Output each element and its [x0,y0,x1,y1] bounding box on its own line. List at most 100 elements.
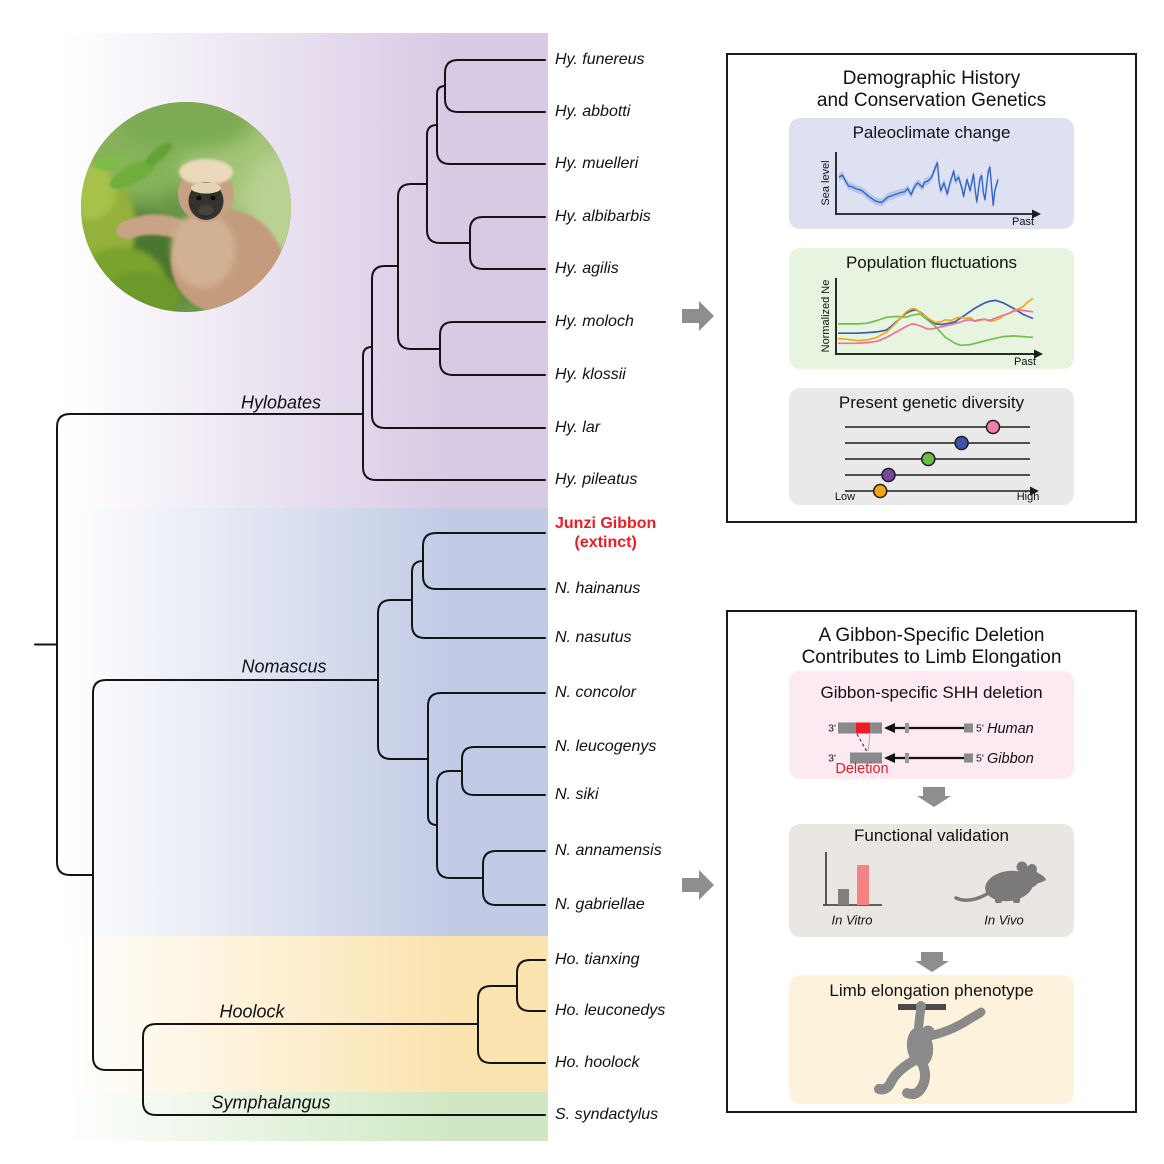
diversity-dot [921,451,936,467]
genus-label-nomascus: Nomascus [241,656,327,677]
diversity-dot [881,467,896,483]
human-five-prime-label: 5' [976,723,984,735]
tip-label-ho-leuconedys: Ho. leuconedys [555,1002,666,1019]
gibbon-five-prime-box [964,753,973,763]
in-vivo-label: In Vivo [984,912,1024,928]
tip-label-hy-agilis: Hy. agilis [555,260,619,277]
down-arrow-1 [917,787,951,807]
junzi-name: Junzi Gibbon [555,515,657,532]
tip-label-n-leucogenys: N. leucogenys [555,738,657,755]
tip-label-n-nasutus: N. nasutus [555,629,632,646]
deletion-label: Deletion [835,761,888,777]
human-three-prime-label: 3' [828,723,836,735]
tip-label-hy-moloch: Hy. moloch [555,313,634,330]
brachiating-gibbon-icon [874,1001,986,1099]
paleoclimate-card: Paleoclimate change Sea level Past [789,118,1074,229]
shh-card-title: Gibbon-specific SHH deletion [820,683,1043,702]
tip-label-hy-lar: Hy. lar [555,419,601,436]
human-five-prime-box [964,723,973,733]
tip-label-junzi-gibbon: Junzi Gibbon (extinct) [555,514,656,552]
phenotype-card-title: Limb elongation phenotype [829,981,1034,1000]
gibbon-photo [81,102,291,312]
tree-branches [34,59,546,1116]
deletion-connector-dashed [856,733,867,752]
tip-label-s-syndactylus: S. syndactylus [555,1106,659,1123]
diversity-dot [985,419,1001,435]
tip-label-n-siki: N. siki [555,786,599,803]
tip-label-ho-tianxing: Ho. tianxing [555,951,640,968]
right-arrow-deletion [682,870,714,900]
human-exon-tick [905,723,909,733]
control-bar [838,889,849,905]
tip-label-n-gabriellae: N. gabriellae [555,896,645,913]
deletion-title-line1: A Gibbon-Specific Deletion [818,625,1045,646]
demography-panel-title: Demographic History and Conservation Gen… [728,68,1135,112]
deletion-panel: A Gibbon-Specific Deletion Contributes t… [726,610,1137,1113]
genus-label-symphalangus: Symphalangus [211,1092,331,1113]
diversity-plot [845,419,1039,499]
nomascus-band [62,508,548,936]
mouse-icon [954,861,1046,903]
junzi-extinct-note: (extinct) [574,534,637,551]
gibbon-three-prime-label: 3' [828,753,836,765]
paleoclimate-card-title: Paleoclimate change [852,123,1011,142]
validation-graphic [823,852,1046,906]
sea-level-x-axis-label: Past [1011,216,1035,228]
gibbon-silhouette [874,1001,986,1099]
tip-label-ho-hoolock: Ho. hoolock [555,1054,640,1071]
gibbon-gene-bar [850,752,882,764]
diversity-card-title: Present genetic diversity [838,393,1025,412]
human-species-label: Human [987,721,1034,737]
demography-title-line1: Demographic History [842,68,1021,89]
gibbon-exon-tick [905,753,909,763]
population-card: Population fluctuations Normalized Ne Pa… [789,248,1074,369]
deletion-panel-title: A Gibbon-Specific Deletion Contributes t… [728,625,1135,669]
diversity-high-label: High [1016,491,1040,503]
right-arrow-demography [682,301,714,331]
functional-validation-card: Functional validation In Vitro In Vivo [789,824,1074,937]
human-arrowhead [884,723,895,733]
tip-label-hy-albibarbis: Hy. albibarbis [555,208,651,225]
gibbon-arrowhead [884,753,895,763]
tip-label-hy-pileatus: Hy. pileatus [555,471,638,488]
diversity-dot [954,435,969,451]
demography-title-line2: and Conservation Genetics [816,90,1047,111]
sea-level-chart [835,152,1041,219]
demography-panel: Demographic History and Conservation Gen… [726,53,1137,523]
tip-label-hy-klossii: Hy. klossii [555,366,626,383]
in-vitro-label: In Vitro [831,912,873,928]
diversity-low-label: Low [834,491,856,503]
tip-label-hy-muelleri: Hy. muelleri [555,155,639,172]
validation-card-title: Functional validation [854,826,1009,845]
tip-label-n-hainanus: N. hainanus [555,580,641,597]
diversity-chart [845,419,1039,499]
population-card-title: Population fluctuations [845,253,1018,272]
genus-label-hylobates: Hylobates [240,392,322,413]
human-deleted-region [856,722,870,734]
tip-label-hy-funereus: Hy. funereus [555,51,645,68]
tip-label-hy-abbotti: Hy. abbotti [555,103,631,120]
deletion-title-line2: Contributes to Limb Elongation [801,647,1062,668]
gibbon-five-prime-label: 5' [976,753,984,765]
genus-label-hoolock: Hoolock [219,1001,285,1022]
tip-label-n-annamensis: N. annamensis [555,842,662,859]
diversity-dot [872,483,888,499]
diversity-card: Present genetic diversity Low High [789,388,1074,505]
sea-level-y-axis-label: Sea level [820,160,832,206]
down-arrow-2 [915,952,949,972]
population-plot [837,297,1034,347]
sea-level-plot [838,158,999,210]
population-y-axis-label: Normalized Ne [820,279,832,353]
limb-phenotype-card: Limb elongation phenotype [789,975,1074,1104]
tip-label-n-concolor: N. concolor [555,684,636,701]
bar-chart-axes [823,852,882,906]
deletion-connector-solid [867,733,871,752]
shh-gene-diagram: 3' 5' Human 3' 5' Gibbon [828,721,1034,777]
gibbon-species-label: Gibbon [987,751,1034,767]
treatment-bar [857,865,869,905]
population-chart [835,278,1043,359]
shh-deletion-card: Gibbon-specific SHH deletion 3' 5' Human… [789,671,1074,779]
population-x-axis-label: Past [1013,356,1037,368]
